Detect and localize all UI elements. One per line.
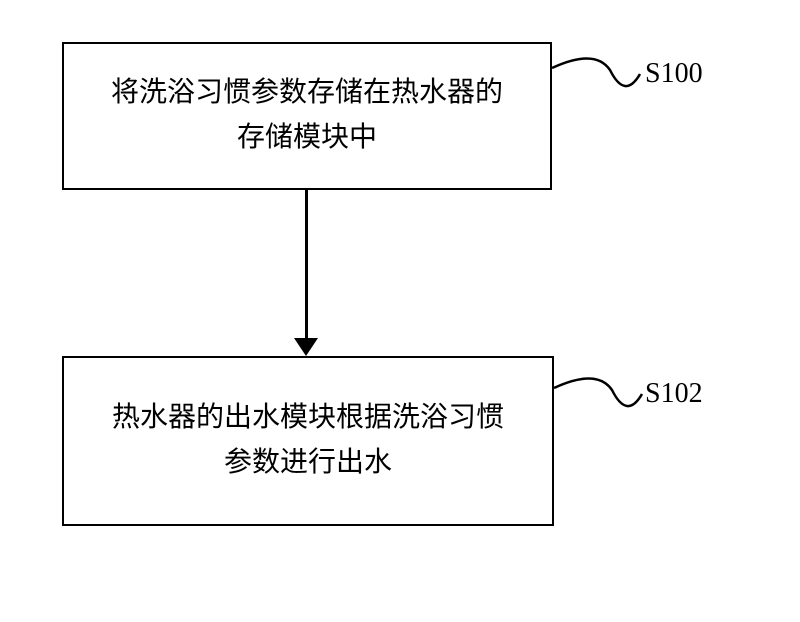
connector-path-2 xyxy=(554,378,642,406)
flow-step-1: 将洗浴习惯参数存储在热水器的存储模块中 xyxy=(62,42,552,190)
arrow-1-2-line xyxy=(305,190,308,340)
step-label-1: S100 xyxy=(645,58,703,90)
connector-path-1 xyxy=(552,58,640,86)
flowchart-container: 将洗浴习惯参数存储在热水器的存储模块中 S100 热水器的出水模块根据洗浴习惯参… xyxy=(0,0,800,622)
step-label-2: S102 xyxy=(645,378,703,410)
step-label-2-text: S102 xyxy=(645,378,703,409)
flow-step-2-text: 热水器的出水模块根据洗浴习惯参数进行出水 xyxy=(112,396,504,486)
step-label-1-text: S100 xyxy=(645,58,703,89)
flow-step-2: 热水器的出水模块根据洗浴习惯参数进行出水 xyxy=(62,356,554,526)
flow-step-1-text: 将洗浴习惯参数存储在热水器的存储模块中 xyxy=(111,71,503,161)
arrow-1-2-head xyxy=(294,338,318,356)
